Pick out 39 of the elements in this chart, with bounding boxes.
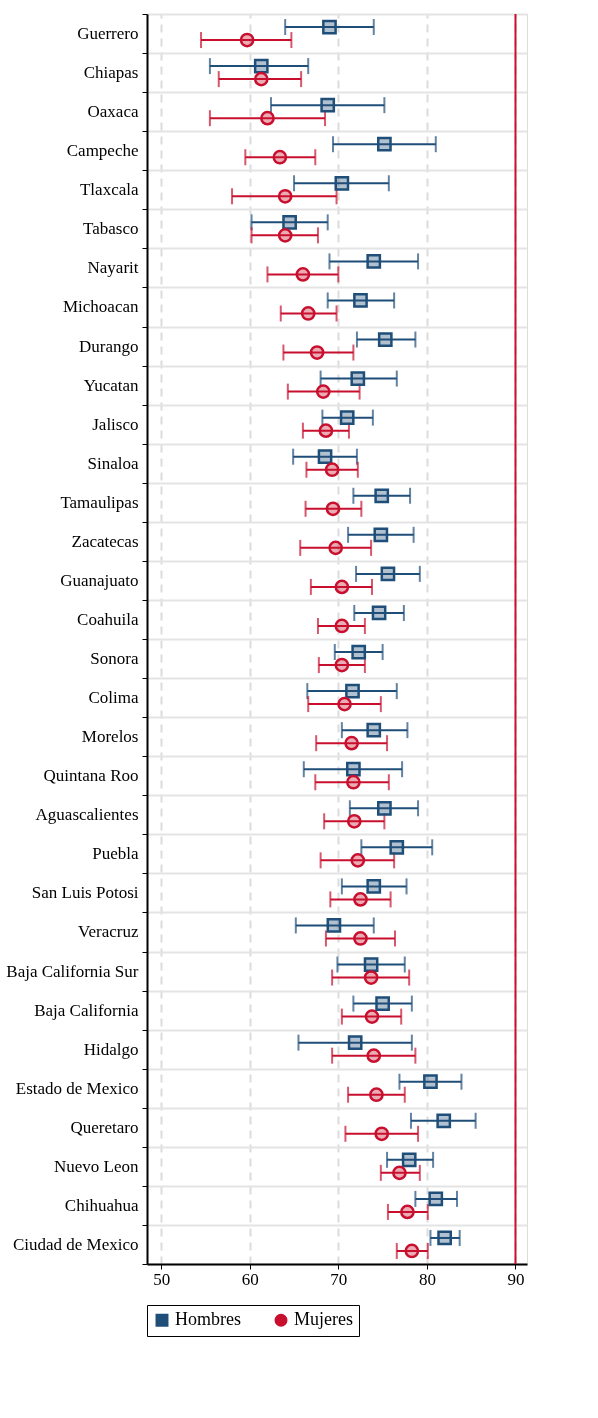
- y-tick-label: Chiapas: [83, 63, 139, 83]
- y-tick-label: Guerrero: [77, 24, 139, 44]
- y-tick-label: Guanajuato: [60, 570, 139, 590]
- y-tick-label: San Luis Potosi: [31, 883, 139, 903]
- y-tick-label: Queretaro: [70, 1117, 139, 1137]
- y-tick-label: Hidalgo: [83, 1039, 139, 1059]
- y-tick-label: Sonora: [90, 649, 139, 669]
- y-tick-label: Ciudad de Mexico: [12, 1234, 139, 1254]
- y-tick-label: Sinaloa: [87, 453, 139, 473]
- y-tick-label: Estado de Mexico: [15, 1078, 139, 1098]
- y-tick-label: Chihuahua: [64, 1195, 139, 1215]
- x-tick-label: 70: [330, 1269, 348, 1289]
- y-tick-label: Coahuila: [77, 609, 139, 629]
- y-tick-label: Baja California: [34, 1000, 139, 1020]
- y-tick-label: Baja California Sur: [6, 961, 139, 981]
- y-tick-label: Puebla: [92, 844, 139, 864]
- y-tick-label: Michoacan: [62, 297, 139, 317]
- y-tick-label: Yucatan: [83, 375, 139, 395]
- legend-label: Hombres: [175, 1309, 241, 1330]
- x-tick-label: 60: [241, 1269, 259, 1289]
- y-tick-label: Veracruz: [78, 922, 139, 942]
- legend-label: Mujeres: [294, 1309, 353, 1330]
- y-tick-label: Nuevo Leon: [53, 1156, 139, 1176]
- y-tick-label: Durango: [79, 336, 139, 356]
- y-tick-label: Tamaulipas: [60, 492, 139, 512]
- x-tick-label: 90: [507, 1269, 525, 1289]
- y-tick-label: Nayarit: [87, 258, 139, 278]
- y-tick-label: Oaxaca: [87, 102, 139, 122]
- y-tick-label: Zacatecas: [71, 531, 139, 551]
- y-tick-label: Tabasco: [83, 219, 139, 239]
- y-tick-label: Jalisco: [92, 414, 139, 434]
- x-tick-label: 50: [153, 1269, 171, 1289]
- y-tick-label: Tlaxcala: [79, 180, 139, 200]
- y-tick-label: Morelos: [81, 727, 139, 747]
- y-tick-label: Campeche: [66, 141, 139, 161]
- x-tick-label: 80: [418, 1269, 436, 1289]
- y-tick-label: Quintana Roo: [43, 766, 139, 786]
- y-tick-label: Colima: [88, 688, 139, 708]
- y-tick-label: Aguascalientes: [35, 805, 139, 825]
